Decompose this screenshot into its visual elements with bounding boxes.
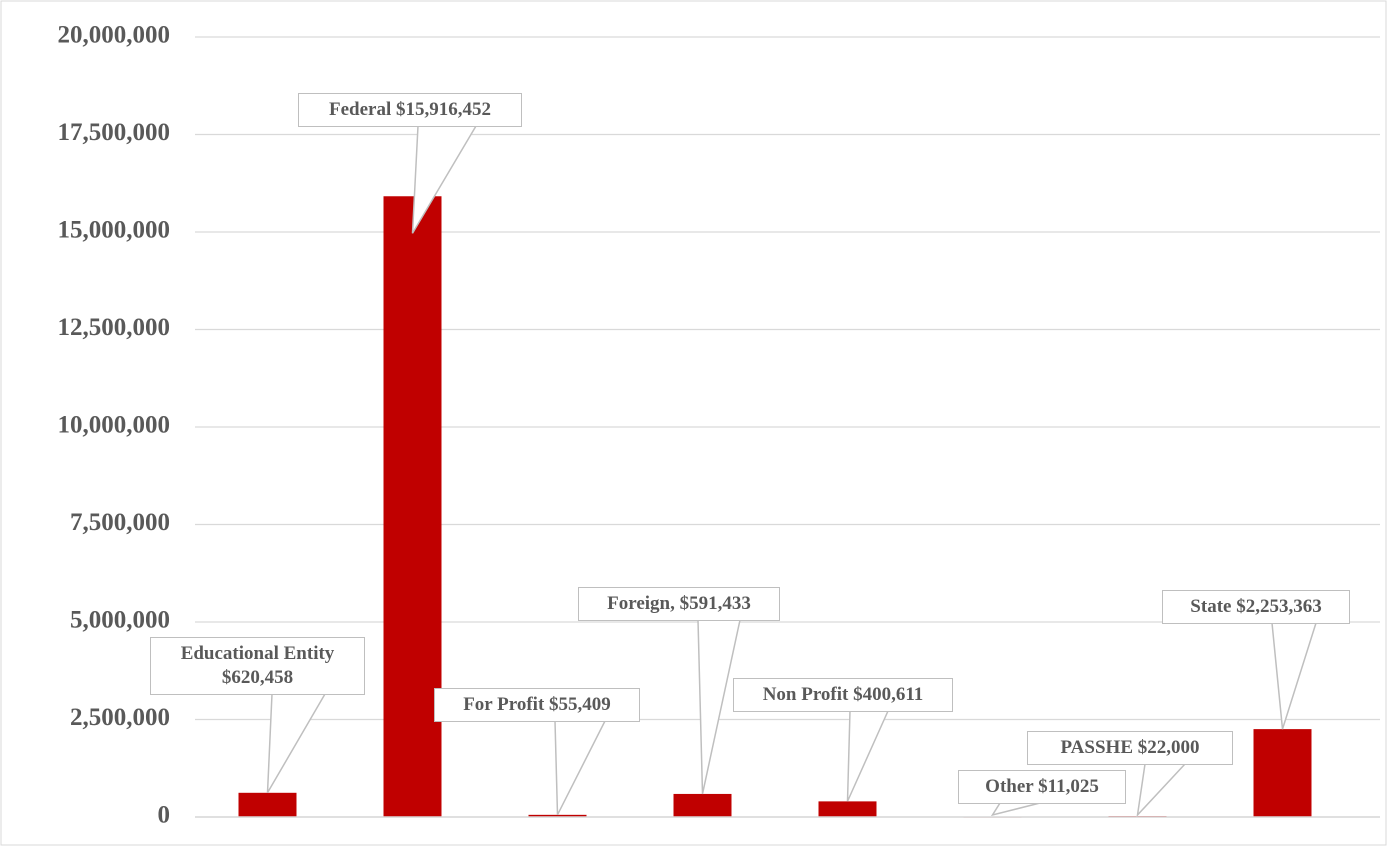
callout-pointer bbox=[697, 619, 741, 795]
callout-pointer bbox=[1136, 763, 1186, 818]
y-tick-label: 2,500,000 bbox=[70, 704, 170, 731]
bar bbox=[818, 801, 877, 817]
data-label: PASSHE $22,000 bbox=[1027, 731, 1233, 765]
callout-pointer bbox=[266, 693, 326, 794]
data-label: Educational Entity $620,458 bbox=[150, 637, 365, 695]
callout-pointer bbox=[411, 125, 477, 234]
data-label: State $2,253,363 bbox=[1162, 590, 1350, 624]
y-tick-label: 0 bbox=[158, 802, 171, 829]
data-label: Other $11,025 bbox=[958, 770, 1126, 804]
data-label: Foreign, $591,433 bbox=[578, 587, 780, 621]
y-tick-label: 7,500,000 bbox=[70, 509, 170, 536]
callout-pointer bbox=[1271, 622, 1317, 730]
y-tick-label: 20,000,000 bbox=[58, 22, 171, 49]
y-tick-label: 17,500,000 bbox=[58, 119, 171, 146]
y-tick-label: 12,500,000 bbox=[58, 314, 171, 341]
bar bbox=[238, 792, 297, 817]
callout-pointer bbox=[990, 802, 1041, 817]
y-tick-label: 15,000,000 bbox=[58, 217, 171, 244]
bar bbox=[673, 793, 732, 817]
y-tick-label: 10,000,000 bbox=[58, 412, 171, 439]
bar bbox=[1253, 729, 1312, 817]
y-tick-label: 5,000,000 bbox=[70, 607, 170, 634]
bar bbox=[383, 196, 442, 818]
data-label: Non Profit $400,611 bbox=[733, 678, 953, 712]
callout-pointer bbox=[846, 710, 889, 802]
data-label: Federal $15,916,452 bbox=[298, 93, 522, 127]
bar bbox=[528, 814, 587, 817]
data-label: For Profit $55,409 bbox=[434, 688, 640, 722]
callout-pointer bbox=[554, 720, 606, 816]
